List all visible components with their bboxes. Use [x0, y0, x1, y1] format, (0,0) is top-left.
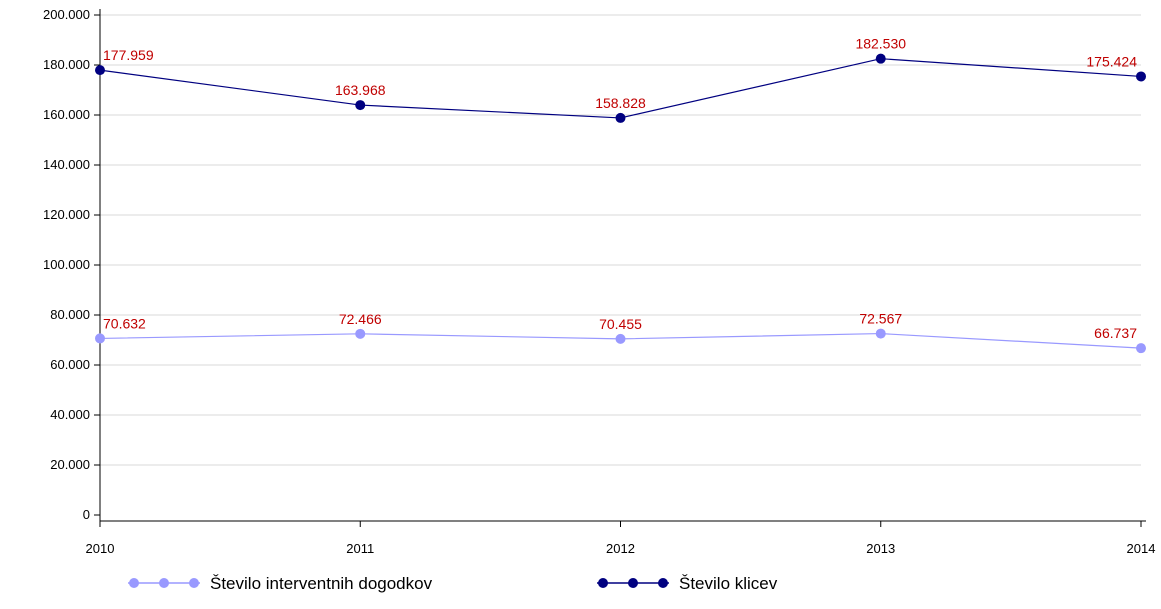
legend-item-1: Število interventnih dogodkov [128, 574, 433, 593]
axes: 0 20.000 40.000 60.000 80.000 100.000 120.000 1… [43, 7, 1155, 556]
legend-marker [159, 578, 169, 588]
y-tick-label: 120.000 [43, 207, 90, 222]
y-tick-label: 0 [83, 507, 90, 522]
legend-marker [129, 578, 139, 588]
data-label: 72.567 [859, 311, 902, 327]
legend-label: Število interventnih dogodkov [210, 574, 433, 593]
legend-marker [598, 578, 608, 588]
x-tick-label: 2010 [86, 541, 115, 556]
legend-marker [628, 578, 638, 588]
series-2-point [615, 112, 626, 123]
x-tick-label: 2011 [346, 541, 374, 556]
series-1-point [1136, 343, 1146, 354]
data-label: 158.828 [595, 95, 646, 111]
legend-item-2: Število klicev [597, 574, 778, 593]
legend-label: Število klicev [679, 574, 778, 593]
legend-marker [189, 578, 199, 588]
series-2-point [875, 53, 886, 64]
series-1-point [95, 333, 105, 344]
y-tick-label: 180.000 [43, 57, 90, 72]
x-tick-label: 2014 [1127, 541, 1156, 556]
data-label: 182.530 [855, 36, 906, 52]
y-tick-label: 200.000 [43, 7, 90, 22]
x-tick-label: 2012 [606, 541, 635, 556]
legend: Število interventnih dogodkov Število kli… [128, 574, 778, 593]
series-1-point [875, 328, 886, 339]
y-tick-label: 100.000 [43, 257, 90, 272]
y-tick-label: 20.000 [50, 457, 90, 472]
data-label: 175.424 [1086, 53, 1137, 69]
data-labels: 70.632 72.466 70.455 72.567 66.737 177.959 163… [103, 36, 1137, 341]
legend-marker [658, 578, 668, 588]
data-label: 163.968 [335, 82, 386, 98]
gridlines [100, 14, 1141, 466]
data-label: 66.737 [1094, 325, 1137, 341]
series-2-point [95, 65, 105, 76]
data-label: 70.632 [103, 315, 146, 331]
data-label: 177.959 [103, 47, 154, 63]
y-tick-label: 140.000 [43, 157, 90, 172]
y-tick-label: 80.000 [50, 307, 90, 322]
series-1-point [615, 333, 626, 344]
data-label: 72.466 [339, 311, 382, 327]
data-label: 70.455 [599, 316, 642, 332]
series-1-point [355, 328, 366, 339]
y-tick-label: 160.000 [43, 107, 90, 122]
y-tick-label: 60.000 [50, 357, 90, 372]
series-lines [95, 53, 1146, 354]
series-2-point [1136, 71, 1146, 82]
y-tick-label: 40.000 [50, 407, 90, 422]
x-tick-label: 2013 [866, 541, 895, 556]
series-2-point [355, 100, 366, 111]
